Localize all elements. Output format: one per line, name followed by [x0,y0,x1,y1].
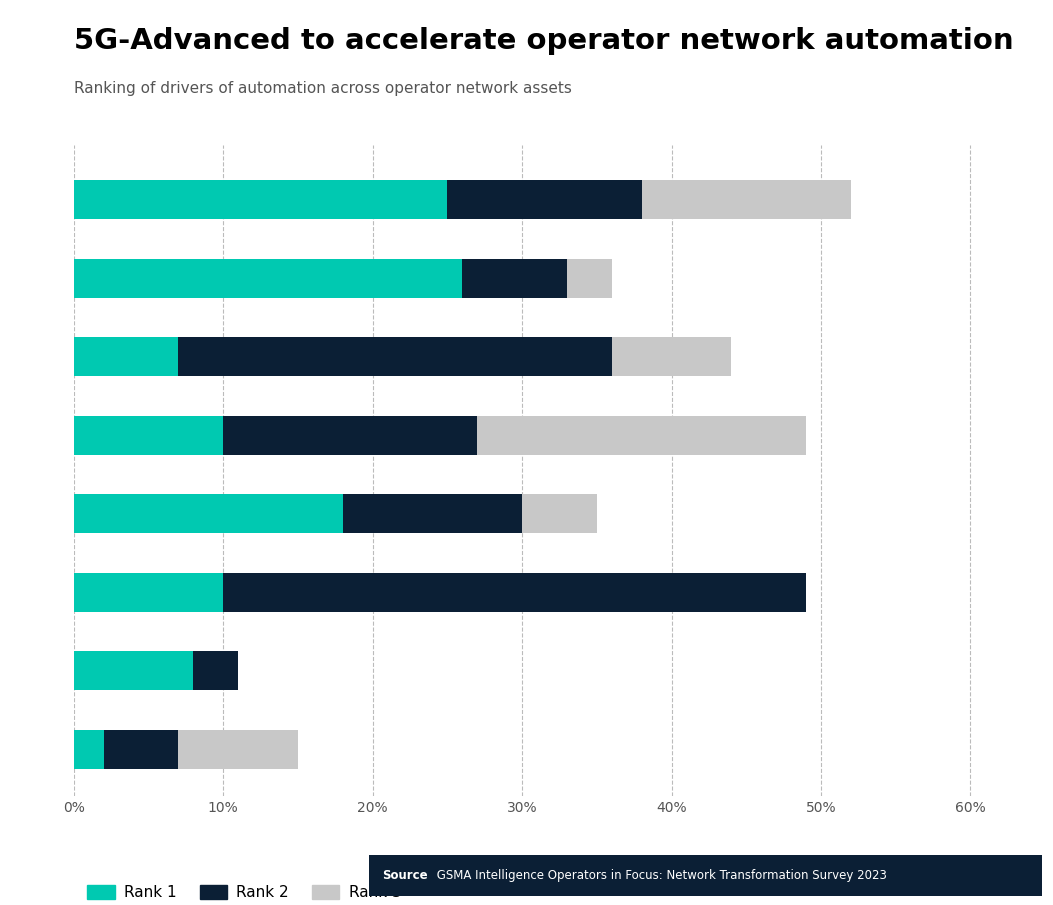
Text: GSMA Intelligence Operators in Focus: Network Transformation Survey 2023: GSMA Intelligence Operators in Focus: Ne… [433,869,887,882]
Text: Ranking of drivers of automation across operator network assets: Ranking of drivers of automation across … [74,81,572,97]
Bar [194,652,238,691]
Bar [567,259,612,298]
Bar [342,494,522,533]
Bar [641,180,851,219]
Bar [74,338,178,376]
Bar [74,729,103,769]
Text: 5G-Advanced to accelerate operator network automation: 5G-Advanced to accelerate operator netwo… [74,27,1013,55]
Bar [178,338,612,376]
Bar [74,652,194,691]
Bar [178,729,298,769]
Bar [74,259,462,298]
Bar [74,415,223,455]
Bar [223,573,806,612]
Bar [74,494,342,533]
Bar [74,573,223,612]
Bar [477,415,806,455]
Bar [612,338,732,376]
Bar [103,729,178,769]
Bar [74,180,448,219]
Bar [522,494,597,533]
Text: Source: Source [382,869,428,882]
Bar [448,180,641,219]
Bar [462,259,567,298]
Legend: Rank 1, Rank 2, Rank 3: Rank 1, Rank 2, Rank 3 [81,879,408,905]
Bar [223,415,477,455]
